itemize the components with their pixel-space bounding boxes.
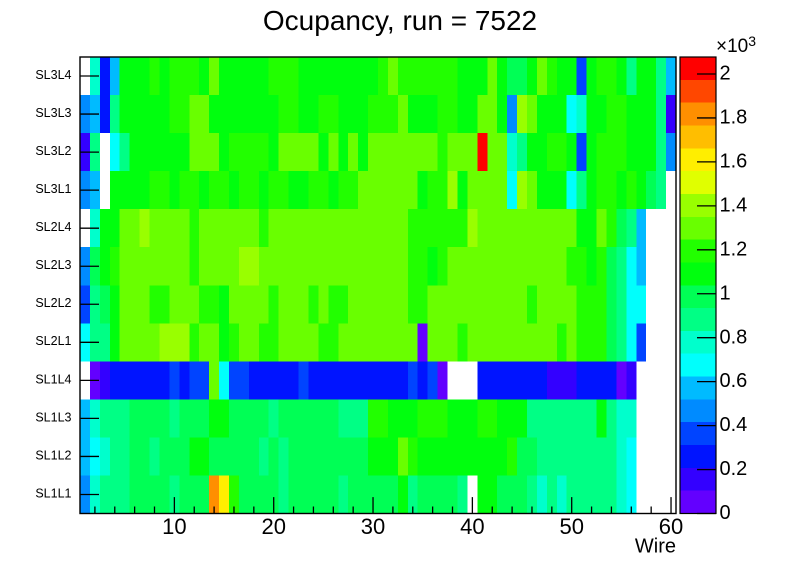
svg-text:SL2L3: SL2L3 (35, 258, 71, 272)
svg-text:20: 20 (261, 514, 285, 539)
svg-text:SL1L4: SL1L4 (35, 372, 71, 386)
svg-text:Wire: Wire (635, 536, 676, 558)
svg-text:40: 40 (460, 514, 484, 539)
svg-text:0: 0 (720, 502, 731, 524)
svg-text:SL1L3: SL1L3 (35, 410, 71, 424)
svg-text:0.8: 0.8 (720, 326, 748, 348)
svg-text:SL3L1: SL3L1 (35, 182, 71, 196)
svg-text:0.6: 0.6 (720, 370, 748, 392)
svg-text:SL3L2: SL3L2 (35, 144, 71, 158)
svg-text:1.4: 1.4 (720, 194, 748, 216)
svg-text:1.6: 1.6 (720, 151, 748, 173)
svg-text:60: 60 (659, 514, 683, 539)
svg-text:0.4: 0.4 (720, 414, 748, 436)
svg-text:SL2L2: SL2L2 (35, 296, 71, 310)
svg-text:SL1L2: SL1L2 (35, 448, 71, 462)
svg-text:SL2L1: SL2L1 (35, 334, 71, 348)
svg-text:2: 2 (720, 63, 731, 85)
svg-text:0.2: 0.2 (720, 458, 748, 480)
svg-text:SL2L4: SL2L4 (35, 220, 71, 234)
svg-text:1: 1 (720, 282, 731, 304)
svg-text:SL3L3: SL3L3 (35, 106, 71, 120)
svg-text:10: 10 (162, 514, 186, 539)
svg-text:SL1L1: SL1L1 (35, 486, 71, 500)
svg-text:1.2: 1.2 (720, 238, 748, 260)
svg-text:1.8: 1.8 (720, 107, 748, 129)
svg-text:30: 30 (361, 514, 385, 539)
svg-text:Ocupancy, run = 7522: Ocupancy, run = 7522 (263, 5, 537, 36)
svg-text:SL3L4: SL3L4 (35, 68, 71, 82)
svg-text:50: 50 (559, 514, 583, 539)
